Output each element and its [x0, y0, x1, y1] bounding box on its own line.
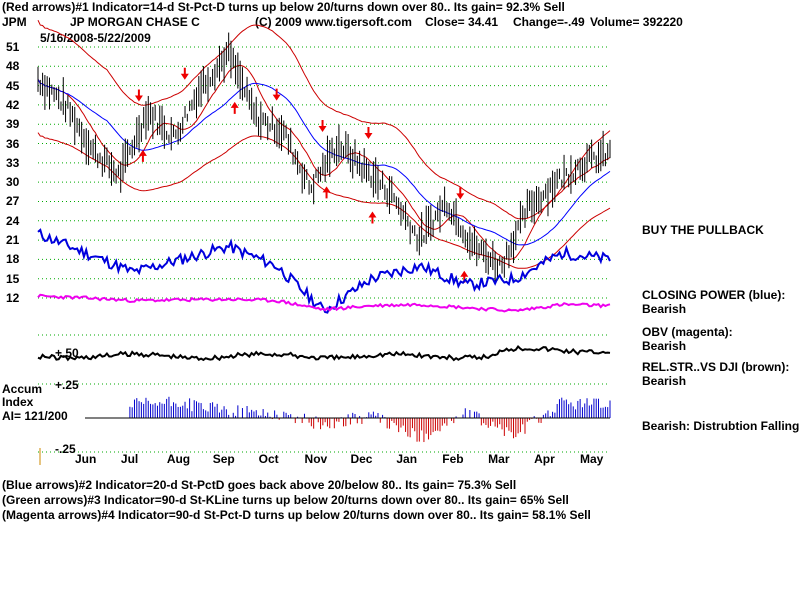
- indicator-1-line: (Red arrows)#1 Indicator=14-d St-Pct-D t…: [2, 0, 565, 14]
- relstr-tick: +.50: [55, 346, 79, 360]
- y-tick-label: 45: [6, 78, 20, 93]
- relstr-status: Bearish: [642, 374, 687, 388]
- relative-strength-line: [37, 344, 611, 362]
- ai-value: AI= 121/200: [2, 409, 68, 423]
- indicator-4-line: (Magenta arrows)#4 Indicator=90-d St-Pct…: [2, 508, 591, 522]
- relstr-label: REL.STR..VS DJI (brown):: [642, 360, 790, 374]
- buy-arrow-icon: [368, 211, 377, 224]
- y-tick-label: 48: [6, 59, 20, 74]
- accum-tick-pos: +.25: [55, 378, 79, 392]
- y-tick-label: 21: [6, 233, 20, 248]
- x-tick-label: Jan: [396, 452, 418, 466]
- accum-index-histogram: [39, 396, 611, 465]
- company-name: JP MORGAN CHASE C: [70, 15, 200, 29]
- sell-arrow-icon: [272, 88, 281, 101]
- y-tick-label: 15: [6, 271, 20, 286]
- envelope-bands: [37, 19, 611, 269]
- x-tick-label: Oct: [258, 452, 279, 466]
- lower-band: [37, 132, 611, 269]
- volume-value: Volume= 392220: [590, 15, 683, 29]
- x-tick-label: Feb: [442, 452, 464, 466]
- indicator-3-line: (Green arrows)#3 Indicator=90-d St-KLine…: [2, 493, 569, 507]
- ticker: JPM: [2, 15, 27, 29]
- index-label: Index: [2, 395, 34, 409]
- buy-arrow-icon: [460, 270, 469, 283]
- short-ma: [37, 64, 611, 260]
- change-value: Change=-.49: [513, 15, 585, 29]
- y-tick-label: 51: [6, 40, 20, 54]
- buy-arrow-icon: [230, 101, 239, 114]
- x-tick-label: Dec: [350, 452, 373, 466]
- x-tick-label: Mar: [488, 452, 510, 466]
- signal-arrows: [134, 67, 469, 283]
- upper-band: [37, 19, 611, 220]
- x-tick-label: Jul: [120, 452, 139, 466]
- obv-label: OBV (magenta):: [642, 325, 733, 339]
- price-bars: [37, 32, 611, 282]
- y-tick-label: 33: [6, 155, 20, 170]
- y-tick-label: 42: [6, 97, 20, 112]
- accum-tick-neg: -.25: [55, 442, 76, 456]
- x-tick-label: May: [580, 452, 604, 466]
- sell-arrow-icon: [318, 120, 327, 133]
- sell-arrow-icon: [364, 127, 373, 140]
- x-tick-label: Aug: [166, 452, 191, 466]
- y-tick-label: 39: [6, 117, 20, 132]
- obv-line: [37, 293, 611, 313]
- buy-arrow-icon: [322, 186, 331, 199]
- x-tick-label: Sep: [212, 452, 235, 466]
- y-tick-label: 36: [6, 136, 20, 151]
- sell-arrow-icon: [180, 67, 189, 80]
- buy-arrow-icon: [138, 149, 147, 162]
- relstr-series: [37, 344, 611, 362]
- accum-label: Accum: [2, 382, 43, 396]
- grid: [38, 46, 610, 453]
- x-tick-label: Jun: [75, 452, 97, 466]
- sell-arrow-icon: [456, 187, 465, 200]
- y-tick-label: 27: [6, 194, 20, 209]
- indicator-2-line: (Blue arrows)#2 Indicator=20-d St-PctD g…: [2, 478, 517, 492]
- accum-note: Bearish: Distrubtion Falling.: [642, 419, 800, 433]
- closing-power-label: CLOSING POWER (blue):: [642, 288, 786, 302]
- date-range: 5/16/2008-5/22/2009: [40, 31, 151, 45]
- x-tick-label: Apr: [534, 452, 555, 466]
- y-tick-label: 18: [6, 252, 20, 267]
- y-tick-label: 24: [6, 213, 20, 228]
- sell-arrow-icon: [134, 89, 143, 102]
- y-tick-label: 30: [6, 175, 20, 190]
- obv-series: [37, 293, 611, 313]
- copyright: (C) 2009 www.tigersoft.com: [255, 15, 412, 29]
- close-value: Close= 34.41: [425, 15, 499, 29]
- long-ma: [37, 79, 611, 246]
- buy-note: BUY THE PULLBACK: [642, 223, 764, 237]
- obv-status: Bearish: [642, 339, 687, 353]
- x-tick-label: Nov: [304, 452, 328, 466]
- y-tick-label: 12: [6, 291, 20, 305]
- closing-power-status: Bearish: [642, 302, 687, 316]
